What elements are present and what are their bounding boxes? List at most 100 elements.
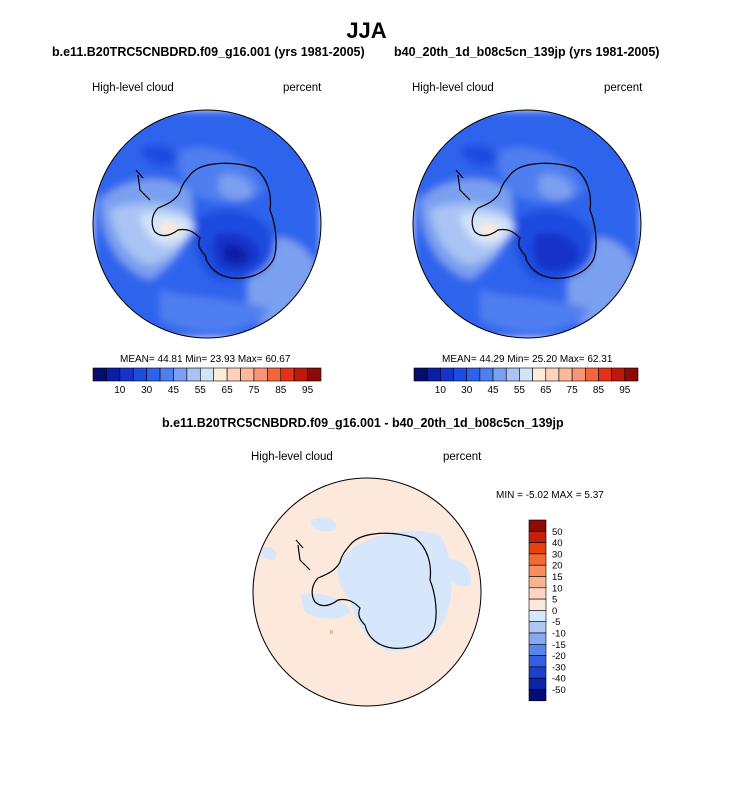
panel2-colorbar-box — [519, 367, 533, 382]
diff-colorbar-box — [528, 643, 547, 656]
panel2-colorbar-tick-label: 10 — [435, 385, 447, 396]
panel1-colorbar-box — [199, 367, 215, 382]
diff-colorbar-box — [528, 655, 547, 668]
panel1-colorbar-box — [119, 367, 134, 382]
panel2-colorbar: 10 30 45 55 65 75 85 95 — [413, 367, 639, 396]
diff-colorbar-box — [528, 564, 547, 577]
diff-colorbar-box — [528, 598, 547, 611]
diff-colorbar-tick-label: -10 — [552, 629, 566, 640]
diff-colorbar-box — [528, 632, 547, 645]
panel2-colorbar-box — [505, 367, 520, 382]
diff-colorbar-box — [528, 689, 547, 702]
panel1-colorbar-box — [307, 367, 322, 382]
diff-colorbar-tick-label: 0 — [552, 606, 557, 617]
diff-colorbar-tick-label: 5 — [552, 595, 557, 606]
panel2-variable-label: High-level cloud — [412, 82, 494, 94]
panel1-variable-label: High-level cloud — [92, 82, 174, 94]
diff-field — [253, 478, 481, 706]
panel1-colorbar-box — [159, 367, 174, 382]
panel1-colorbar-box — [267, 367, 282, 382]
page-title: JJA — [346, 18, 387, 43]
panel1-colorbar-box — [226, 367, 241, 382]
panel2-colorbar-box — [611, 367, 626, 382]
panel1-colorbar-box — [146, 367, 161, 382]
panel2-colorbar-box — [545, 367, 560, 382]
panel2-colorbar-tick-label: 55 — [514, 385, 526, 396]
panel1-colorbar-tick-label: 10 — [114, 385, 126, 396]
panel2-map — [412, 109, 642, 339]
panel1-colorbar-box — [106, 367, 121, 382]
diff-colorbar-tick-label: -20 — [552, 651, 566, 662]
diff-colorbar-box — [528, 553, 547, 566]
diff-map — [252, 477, 482, 707]
panel2-colorbar-box — [571, 367, 586, 382]
diff-colorbar-tick-label: -15 — [552, 640, 566, 651]
panel1-map — [92, 109, 322, 339]
panel1-colorbar-box — [92, 367, 107, 382]
diff-colorbar-tick-label: 30 — [552, 549, 563, 560]
diff-colorbar-tick-label: -30 — [552, 662, 566, 673]
panel2-title: b40_20th_1d_b08c5cn_139jp (yrs 1981-2005… — [394, 45, 660, 59]
panel1-colorbar-box — [173, 367, 188, 382]
panel1-colorbar-box — [253, 367, 268, 382]
panel1-colorbar-box — [213, 367, 228, 382]
diff-colorbar-tick-label: 50 — [552, 527, 563, 538]
diff-colorbar-box — [528, 621, 547, 634]
panel2-colorbar-box — [492, 367, 507, 382]
panel1-colorbar-tick-label: 30 — [141, 385, 153, 396]
panel1-colorbar-tick-label: 55 — [195, 385, 207, 396]
panel1-colorbar-box — [186, 367, 201, 382]
panel1-colorbar-tick-label: 45 — [168, 385, 180, 396]
diff-colorbar-box — [528, 677, 547, 690]
diff-colorbar-tick-label: 40 — [552, 538, 563, 549]
diff-colorbar-tick-label: -40 — [552, 674, 566, 685]
panel2-colorbar-box — [479, 367, 494, 382]
panel2-colorbar-box — [466, 367, 481, 382]
panel2-colorbar-tick-label: 30 — [461, 385, 473, 396]
panel2-colorbar-tick-label: 75 — [567, 385, 579, 396]
diff-colorbar-tick-label: 15 — [552, 572, 563, 583]
panel2-colorbar-box — [598, 367, 612, 382]
panel1-colorbar-tick-label: 95 — [302, 385, 314, 396]
panel2-colorbar-tick-label: 95 — [619, 385, 631, 396]
diff-colorbar-tick-label: -5 — [552, 617, 560, 628]
diff-colorbar-box — [528, 576, 547, 589]
panel2-colorbar-tick-label: 45 — [487, 385, 499, 396]
diff-colorbar-tick-label: -50 — [552, 685, 566, 696]
panel2-colorbar-tick-label: 85 — [593, 385, 605, 396]
panel1-stats-label: MEAN= 44.81 Min= 23.93 Max= 60.67 — [120, 354, 291, 365]
panel2-stats-label: MEAN= 44.29 Min= 25.20 Max= 62.31 — [442, 354, 613, 365]
diff-title: b.e11.B20TRC5CNBDRD.f09_g16.001 - b40_20… — [162, 416, 564, 430]
panel2-colorbar-box — [532, 367, 547, 382]
diff-colorbar-box — [528, 542, 547, 555]
panel1-title: b.e11.B20TRC5CNBDRD.f09_g16.001 (yrs 198… — [52, 45, 365, 59]
diff-colorbar-box — [528, 666, 547, 679]
panel2-colorbar-box — [453, 367, 468, 382]
panel1-colorbar-tick-label: 85 — [275, 385, 287, 396]
panel1-cloud-field — [93, 110, 321, 338]
panel2-colorbar-box — [624, 367, 639, 382]
diff-colorbar-box — [528, 587, 547, 600]
panel2-colorbar-tick-label: 65 — [540, 385, 552, 396]
diff-colorbar-box — [528, 519, 547, 532]
panel2-units-label: percent — [604, 82, 643, 94]
panel1-colorbar-box — [132, 367, 147, 382]
panel1-colorbar-box — [280, 367, 295, 382]
panel2-cloud-field — [413, 110, 641, 338]
panel1-colorbar-tick-label: 75 — [248, 385, 260, 396]
panel1-colorbar: 10 30 45 55 65 75 85 95 — [92, 367, 322, 396]
panel1-colorbar-tick-label: 65 — [222, 385, 234, 396]
panel2-colorbar-box — [558, 367, 573, 382]
diff-variable-label: High-level cloud — [251, 451, 333, 463]
panel1-colorbar-box — [293, 367, 308, 382]
diff-stats-label: MIN = -5.02 MAX = 5.37 — [496, 490, 604, 501]
diff-colorbar-box — [528, 530, 547, 543]
diff-colorbar-tick-label: 10 — [552, 583, 563, 594]
panel2-colorbar-box — [413, 367, 428, 382]
panel2-colorbar-box — [426, 367, 441, 382]
panel2-colorbar-box — [440, 367, 454, 382]
diff-colorbar-box — [528, 610, 547, 623]
panel1-units-label: percent — [283, 82, 322, 94]
